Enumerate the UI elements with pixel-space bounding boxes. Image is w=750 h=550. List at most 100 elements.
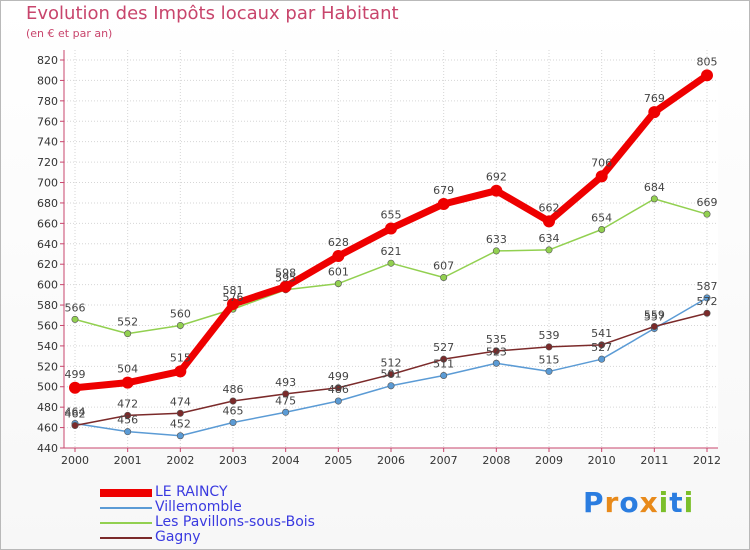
data-label-gagny: 572 [697, 295, 718, 308]
x-tick-label: 2007 [430, 454, 458, 467]
y-tick-label: 580 [37, 299, 58, 312]
data-point-villemomble [545, 367, 553, 375]
data-label-villemomble: 452 [170, 418, 191, 431]
data-label-villemomble: 475 [275, 394, 296, 407]
x-tick-label: 2006 [377, 454, 405, 467]
data-point-le-raincy [437, 197, 450, 210]
data-label-villemomble: 486 [328, 383, 349, 396]
data-label-villemomble: 557 [644, 311, 665, 324]
data-point-gagny [545, 343, 553, 351]
data-point-gagny [598, 341, 606, 349]
data-label-le-raincy: 504 [117, 363, 138, 376]
legend-swatch [100, 522, 152, 524]
proxiti-logo: Proxiti [583, 486, 694, 519]
y-tick-label: 640 [37, 238, 58, 251]
data-label-villemomble: 456 [117, 414, 138, 427]
data-point-le-raincy [279, 280, 292, 293]
data-label-les-pavillons-sous-bois: 684 [644, 181, 665, 194]
data-label-le-raincy: 805 [697, 55, 718, 68]
data-point-villemomble [124, 428, 132, 436]
data-label-les-pavillons-sous-bois: 595 [275, 272, 296, 285]
data-point-les-pavillons-sous-bois [545, 246, 553, 254]
data-point-gagny [124, 411, 132, 419]
y-tick-label: 780 [37, 95, 58, 108]
data-label-villemomble: 587 [697, 280, 718, 293]
x-tick-label: 2012 [693, 454, 721, 467]
data-label-les-pavillons-sous-bois: 566 [65, 301, 86, 314]
data-label-villemomble: 523 [486, 345, 507, 358]
y-tick-label: 520 [37, 360, 58, 373]
x-tick-label: 2005 [324, 454, 352, 467]
data-point-le-raincy [174, 365, 187, 378]
data-label-les-pavillons-sous-bois: 552 [117, 316, 138, 329]
data-point-gagny [229, 397, 237, 405]
data-point-les-pavillons-sous-bois [703, 210, 711, 218]
data-label-les-pavillons-sous-bois: 654 [591, 211, 612, 224]
data-point-le-raincy [648, 106, 661, 119]
data-point-gagny [334, 384, 342, 392]
data-point-villemomble [703, 294, 711, 302]
y-tick-label: 800 [37, 74, 58, 87]
logo-letter: P [583, 486, 605, 519]
data-label-les-pavillons-sous-bois: 607 [433, 259, 454, 272]
legend-label: Les Pavillons-sous-Bois [155, 514, 315, 530]
data-point-gagny [492, 347, 500, 355]
y-tick-label: 820 [37, 54, 58, 67]
data-point-les-pavillons-sous-bois [124, 330, 132, 338]
data-point-les-pavillons-sous-bois [176, 321, 184, 329]
data-label-le-raincy: 679 [433, 184, 454, 197]
data-label-villemomble: 511 [433, 358, 454, 371]
data-label-les-pavillons-sous-bois: 576 [223, 291, 244, 304]
data-label-gagny: 535 [486, 333, 507, 346]
data-label-villemomble: 464 [65, 405, 86, 418]
data-label-villemomble: 465 [223, 404, 244, 417]
legend-label: Villemomble [155, 499, 242, 515]
data-point-villemomble [176, 432, 184, 440]
data-point-gagny [71, 422, 79, 430]
data-label-le-raincy: 662 [539, 201, 560, 214]
y-tick-label: 540 [37, 340, 58, 353]
data-point-gagny [387, 370, 395, 378]
x-tick-label: 2009 [535, 454, 563, 467]
y-tick-label: 560 [37, 319, 58, 332]
y-tick-label: 440 [37, 442, 58, 455]
data-label-gagny: 512 [381, 356, 402, 369]
legend-label: LE RAINCY [155, 484, 228, 500]
data-point-gagny [703, 309, 711, 317]
x-tick-label: 2003 [219, 454, 247, 467]
data-label-gagny: 499 [328, 370, 349, 383]
y-tick-label: 740 [37, 136, 58, 149]
data-label-le-raincy: 706 [591, 156, 612, 169]
data-point-les-pavillons-sous-bois [650, 195, 658, 203]
logo-letter: o [619, 486, 640, 519]
data-label-les-pavillons-sous-bois: 560 [170, 307, 191, 320]
y-tick-label: 720 [37, 156, 58, 169]
data-point-villemomble [598, 355, 606, 363]
data-label-gagny: 559 [644, 308, 665, 321]
data-point-le-raincy [543, 215, 555, 228]
legend-swatch [100, 507, 152, 509]
x-tick-label: 2002 [166, 454, 194, 467]
y-tick-label: 620 [37, 258, 58, 271]
data-label-le-raincy: 515 [170, 351, 191, 364]
data-label-villemomble: 501 [381, 368, 402, 381]
data-point-le-raincy [701, 69, 713, 82]
x-tick-label: 2001 [114, 454, 142, 467]
data-point-villemomble [440, 372, 448, 380]
y-tick-label: 500 [37, 381, 58, 394]
data-label-villemomble: 515 [539, 353, 560, 366]
data-point-les-pavillons-sous-bois [334, 280, 342, 288]
data-label-les-pavillons-sous-bois: 633 [486, 233, 507, 246]
data-label-le-raincy: 598 [275, 267, 296, 280]
data-point-villemomble [387, 382, 395, 390]
y-tick-label: 660 [37, 217, 58, 230]
data-label-gagny: 486 [223, 383, 244, 396]
y-tick-label: 700 [37, 177, 58, 190]
data-point-le-raincy [385, 222, 397, 235]
data-label-le-raincy: 692 [486, 171, 507, 184]
data-point-villemomble [282, 408, 290, 416]
data-point-le-raincy [595, 170, 608, 183]
data-label-gagny: 539 [539, 329, 560, 342]
legend-swatch [100, 489, 152, 497]
